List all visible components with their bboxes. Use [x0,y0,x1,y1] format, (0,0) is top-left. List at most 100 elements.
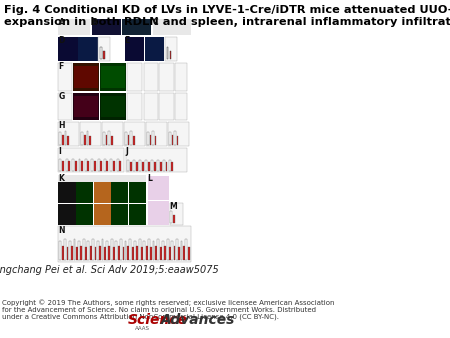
Bar [94,182,111,203]
Bar [58,93,72,120]
Bar [58,20,191,262]
Text: Copyright © 2019 The Authors, some rights reserved; exclusive licensee American : Copyright © 2019 The Authors, some right… [2,299,334,320]
Bar [58,148,124,172]
Bar [129,182,146,203]
Bar [73,63,99,91]
Bar [122,247,124,260]
Bar [78,159,81,171]
Bar [167,239,169,260]
Bar [150,247,152,260]
Text: Guangchang Pei et al. Sci Adv 2019;5:eaaw5075: Guangchang Pei et al. Sci Adv 2019;5:eaa… [0,265,219,275]
Bar [72,159,74,171]
Bar [81,246,82,260]
Bar [117,159,118,171]
Text: G: G [58,92,65,101]
Bar [69,241,71,260]
Bar [136,162,138,171]
Bar [58,226,191,262]
Bar [167,47,168,59]
Bar [150,135,151,145]
Bar [144,63,158,91]
Bar [81,132,83,145]
Bar [102,239,104,260]
Bar [125,241,126,260]
Bar [145,160,147,171]
Bar [177,136,178,145]
Bar [127,63,141,91]
Bar [115,241,117,260]
Bar [62,246,63,260]
Bar [64,239,66,260]
Bar [147,132,149,145]
Bar [155,136,157,145]
Bar [58,122,79,146]
Bar [97,241,99,260]
Bar [94,204,111,225]
Bar [81,122,101,146]
Bar [145,37,164,61]
Bar [98,159,99,171]
Bar [148,239,150,260]
Text: H: H [58,121,65,130]
Bar [169,247,171,260]
Bar [104,247,106,260]
Bar [86,131,88,145]
Text: K: K [58,174,64,183]
Bar [94,247,96,260]
Bar [171,211,172,223]
Text: AAAS: AAAS [135,326,150,331]
Bar [99,246,101,260]
Bar [81,162,83,171]
Bar [125,37,144,61]
Bar [174,131,176,145]
Bar [170,51,171,59]
Bar [176,63,187,91]
Bar [58,37,78,61]
Bar [127,246,129,260]
Bar [84,135,86,145]
Bar [148,201,169,225]
Bar [125,132,127,145]
Bar [111,204,128,225]
Bar [99,37,110,61]
Bar [171,135,173,145]
Bar [173,215,176,223]
Bar [71,246,73,260]
Bar [92,239,94,260]
Bar [124,122,145,146]
Bar [141,247,143,260]
Bar [139,239,140,260]
Bar [102,122,123,146]
Bar [74,96,98,117]
Bar [113,247,115,260]
Text: N: N [58,226,65,235]
Bar [134,241,136,260]
Bar [169,160,171,171]
Bar [111,136,112,145]
Text: Science: Science [128,313,188,327]
Text: M: M [170,202,177,211]
Bar [164,246,166,260]
Bar [127,93,141,120]
Bar [101,66,125,88]
Bar [85,159,87,171]
Bar [166,162,167,171]
Bar [183,246,185,260]
Bar [106,135,108,145]
Bar [106,241,108,260]
Bar [139,160,141,171]
Bar [162,241,164,260]
Bar [58,19,90,35]
Bar [92,19,121,35]
Bar [126,148,187,172]
Bar [128,135,130,145]
Bar [159,93,174,120]
Bar [148,162,150,171]
Bar [157,160,159,171]
Bar [104,51,105,59]
Text: Advances: Advances [161,313,235,327]
Bar [179,247,180,260]
Bar [130,162,132,171]
Bar [133,160,135,171]
Bar [73,239,75,260]
